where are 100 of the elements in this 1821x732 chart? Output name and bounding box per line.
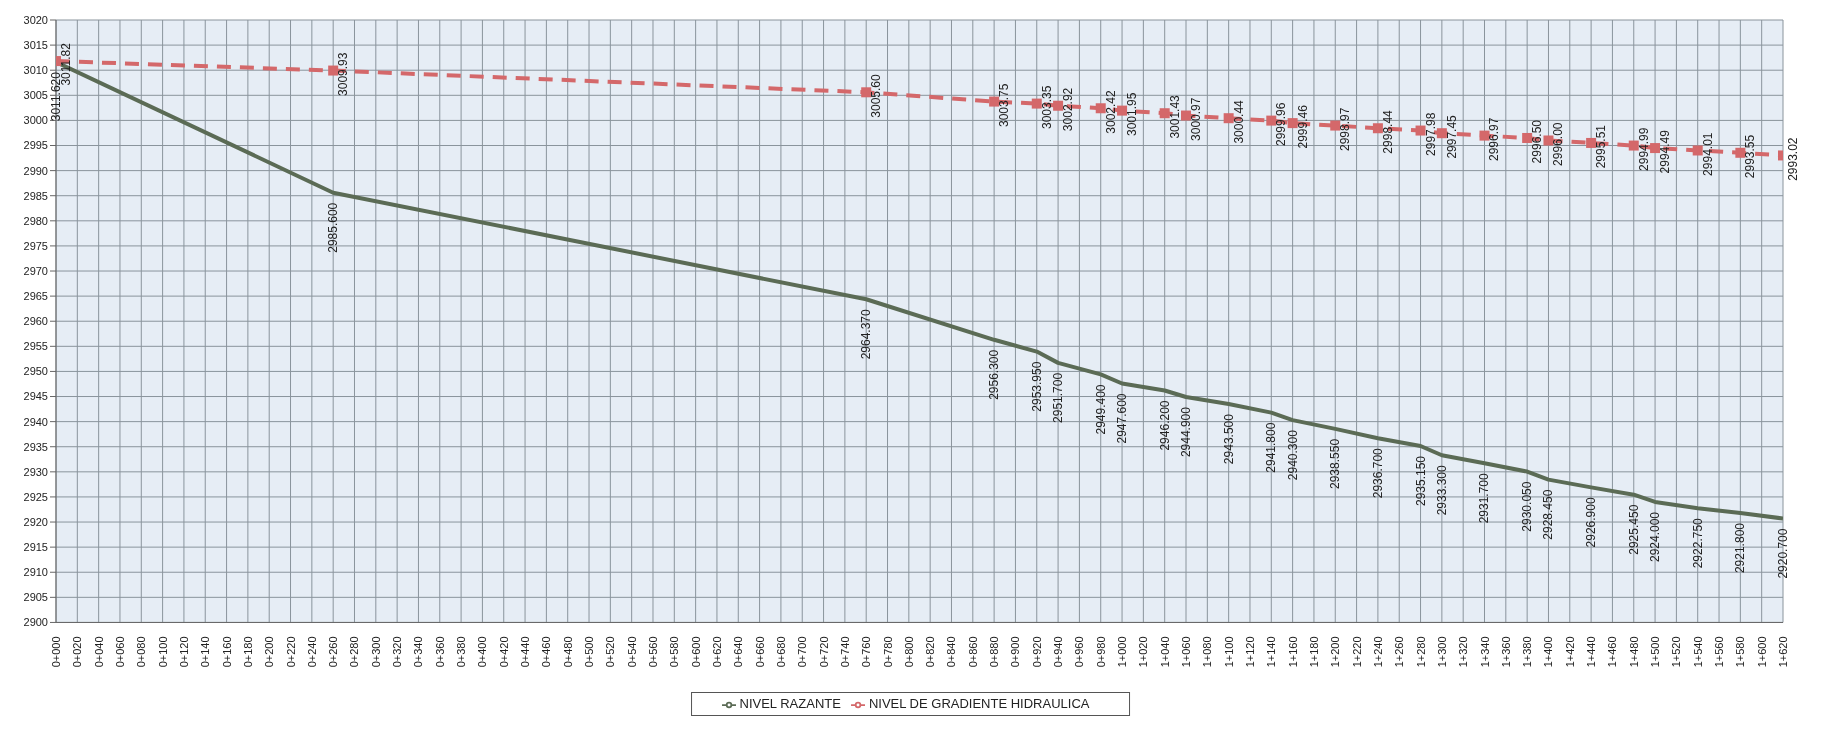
data-label: 2944.900 (1179, 406, 1194, 458)
x-tick-label: 1+440 (1585, 636, 1598, 668)
x-tick-label: 0+000 (50, 636, 62, 668)
x-tick-label: 0+200 (263, 636, 276, 668)
data-label: 2924.000 (1648, 511, 1663, 563)
point (1628, 140, 1639, 151)
point (1586, 137, 1597, 148)
y-tick-label: 3010 (23, 64, 48, 77)
y-tick-label: 2920 (23, 515, 48, 528)
x-tick-label: 0+460 (540, 636, 553, 668)
data-label: 2943.500 (1221, 413, 1236, 465)
x-tick-label: 1+200 (1329, 636, 1342, 668)
data-label: 2925.450 (1626, 504, 1641, 555)
point (1117, 105, 1128, 116)
x-tick-label: 0+540 (625, 636, 638, 668)
x-tick-label: 0+660 (753, 636, 766, 668)
x-tick-label: 0+760 (860, 636, 873, 668)
data-label: 2993.02 (1786, 137, 1800, 181)
data-label: 2935.150 (1413, 455, 1428, 507)
data-label: 3001.43 (1167, 94, 1182, 139)
data-label: 2920.700 (1776, 528, 1790, 579)
x-tick-label: 1+560 (1713, 636, 1726, 668)
data-label: 2998.97 (1338, 107, 1353, 151)
point (861, 87, 872, 98)
data-label: 2949.400 (1093, 384, 1108, 435)
data-label: 2930.050 (1520, 481, 1535, 532)
data-label: 2996.50 (1530, 119, 1545, 164)
y-tick-label: 2990 (23, 164, 48, 177)
x-tick-label: 0+780 (881, 636, 894, 668)
x-tick-label: 0+880 (988, 636, 1001, 668)
data-label: 2985.600 (326, 202, 341, 253)
x-tick-label: 0+600 (689, 636, 702, 668)
x-tick-label: 1+060 (1180, 636, 1193, 668)
point (1522, 132, 1533, 143)
y-tick-label: 2935 (23, 440, 48, 453)
x-tick-label: 0+520 (604, 636, 617, 668)
point (1095, 103, 1106, 114)
point (1181, 110, 1192, 121)
data-label: 2947.600 (1115, 393, 1130, 444)
x-tick-label: 0+320 (391, 636, 404, 668)
x-tick-label: 0+500 (583, 636, 596, 668)
data-label: 2938.550 (1328, 438, 1343, 489)
x-tick-label: 0+340 (412, 636, 425, 668)
data-label: 2994.99 (1636, 127, 1651, 171)
y-tick-label: 2945 (23, 390, 48, 403)
y-tick-label: 2900 (23, 616, 48, 629)
x-tick-label: 0+480 (561, 636, 574, 668)
data-label: 3009.93 (336, 52, 351, 96)
point (1436, 128, 1447, 139)
x-tick-label: 1+380 (1521, 636, 1534, 668)
data-label: 3005.60 (869, 73, 884, 118)
data-label: 3003.35 (1039, 85, 1054, 129)
x-tick-label: 0+040 (92, 636, 105, 668)
x-tick-label: 0+080 (135, 636, 148, 668)
data-label: 2994.49 (1658, 129, 1673, 174)
point (1159, 108, 1170, 119)
x-tick-label: 0+820 (924, 636, 937, 668)
x-tick-label: 0+860 (966, 636, 979, 668)
x-tick-label: 0+420 (497, 636, 510, 668)
y-tick-label: 3015 (23, 39, 48, 52)
x-tick-label: 1+400 (1542, 636, 1555, 668)
x-tick-label: 1+300 (1435, 636, 1448, 668)
x-tick-label: 1+420 (1563, 636, 1576, 668)
point (1479, 130, 1490, 141)
x-tick-label: 0+960 (1073, 636, 1086, 668)
legend-label: NIVEL DE GRADIENTE HIDRAULICA (868, 696, 1090, 712)
data-label: 2951.700 (1051, 372, 1066, 423)
data-label: 2946.200 (1157, 400, 1172, 451)
y-tick-label: 2980 (23, 214, 48, 227)
data-label: 2941.800 (1264, 422, 1279, 473)
x-tick-label: 1+360 (1499, 636, 1512, 668)
point (328, 65, 339, 76)
point (1650, 143, 1661, 154)
x-tick-label: 0+800 (902, 636, 915, 668)
x-tick-label: 0+020 (71, 636, 84, 668)
x-tick-label: 0+180 (241, 636, 254, 668)
x-tick-label: 1+540 (1691, 636, 1704, 668)
x-tick-label: 1+280 (1414, 636, 1427, 668)
y-tick-label: 2955 (23, 340, 48, 353)
y-tick-label: 2925 (23, 490, 48, 503)
point (1223, 113, 1234, 124)
data-label: 2956.300 (987, 349, 1002, 400)
y-tick-label: 2985 (23, 189, 48, 202)
x-tick-label: 1+000 (1116, 636, 1129, 668)
point (1735, 147, 1746, 158)
data-label: 2940.300 (1285, 429, 1300, 481)
x-tick-label: 1+100 (1222, 636, 1235, 668)
point (1053, 100, 1064, 111)
x-tick-label: 0+920 (1030, 636, 1043, 668)
x-tick-label: 0+940 (1052, 636, 1065, 668)
data-label: 2997.45 (1444, 114, 1459, 159)
x-tick-label: 1+040 (1158, 636, 1171, 668)
x-tick-label: 0+360 (433, 636, 446, 668)
x-tick-label: 0+740 (838, 636, 851, 668)
x-tick-label: 1+120 (1243, 636, 1256, 668)
y-tick-label: 3020 (23, 13, 48, 26)
y-tick-label: 2960 (23, 315, 48, 328)
x-tick-label: 1+340 (1478, 636, 1491, 668)
y-tick-label: 2930 (23, 465, 48, 478)
y-tick-label: 2975 (23, 239, 48, 252)
